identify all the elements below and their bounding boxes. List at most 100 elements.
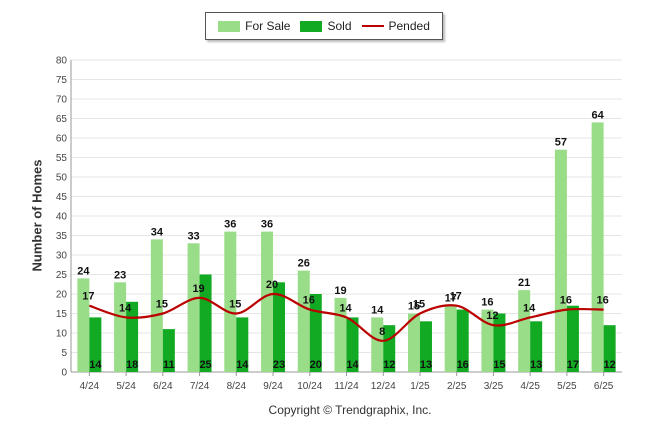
bar-for-sale bbox=[518, 290, 531, 372]
legend-label-for-sale: For Sale bbox=[245, 19, 291, 33]
data-label-sold: 14 bbox=[236, 359, 249, 371]
y-tick-label: 50 bbox=[56, 173, 68, 184]
x-tick-label: 1/25 bbox=[410, 381, 430, 392]
legend-item-sold[interactable]: Sold bbox=[300, 19, 352, 33]
x-tick-label: 5/25 bbox=[557, 381, 577, 392]
y-tick-label: 75 bbox=[56, 75, 68, 86]
data-label-pended: 15 bbox=[229, 299, 241, 311]
data-label-for-sale: 19 bbox=[334, 285, 346, 297]
data-label-pended: 14 bbox=[119, 302, 132, 314]
x-tick-label: 11/24 bbox=[334, 381, 359, 392]
bar-for-sale bbox=[187, 243, 200, 372]
data-label-sold: 14 bbox=[89, 359, 102, 371]
data-label-sold: 13 bbox=[420, 359, 432, 371]
legend-item-for-sale[interactable]: For Sale bbox=[218, 19, 290, 33]
y-tick-label: 55 bbox=[56, 153, 68, 164]
legend-swatch-pended bbox=[361, 25, 384, 27]
copyright-text: Copyright © Trendgraphix, Inc. bbox=[268, 403, 432, 417]
data-label-sold: 12 bbox=[383, 359, 395, 371]
x-tick-label: 3/25 bbox=[484, 381, 504, 392]
bar-sold bbox=[493, 313, 506, 372]
y-tick-label: 35 bbox=[56, 231, 68, 242]
bar-sold bbox=[273, 282, 286, 372]
data-label-for-sale: 64 bbox=[592, 109, 605, 121]
data-label-for-sale: 26 bbox=[298, 258, 310, 270]
y-tick-label: 65 bbox=[56, 114, 68, 125]
data-label-for-sale: 34 bbox=[151, 226, 164, 238]
x-tick-label: 4/25 bbox=[520, 381, 540, 392]
data-label-for-sale: 21 bbox=[518, 277, 530, 289]
data-label-pended: 16 bbox=[560, 295, 572, 307]
data-label-sold: 14 bbox=[346, 359, 359, 371]
legend-swatch-sold bbox=[300, 20, 323, 32]
data-label-for-sale: 17 bbox=[445, 293, 457, 305]
bar-for-sale bbox=[444, 305, 457, 372]
x-tick-label: 7/24 bbox=[190, 381, 210, 392]
x-tick-label: 12/24 bbox=[371, 381, 396, 392]
data-label-sold: 25 bbox=[199, 359, 211, 371]
bar-sold bbox=[309, 294, 322, 372]
bar-sold bbox=[89, 317, 102, 372]
data-label-pended: 16 bbox=[597, 295, 609, 307]
bar-sold bbox=[162, 329, 175, 372]
bar-for-sale bbox=[554, 149, 567, 372]
bar-for-sale bbox=[224, 231, 237, 372]
data-label-pended: 17 bbox=[82, 291, 94, 303]
bar-sold bbox=[236, 317, 249, 372]
y-tick-label: 20 bbox=[56, 290, 68, 301]
data-label-pended: 19 bbox=[192, 283, 204, 295]
data-label-pended: 15 bbox=[156, 299, 168, 311]
legend-item-pended[interactable]: Pended bbox=[361, 19, 430, 33]
data-label-pended: 14 bbox=[523, 302, 536, 314]
y-tick-label: 40 bbox=[56, 212, 68, 223]
bar-for-sale bbox=[407, 313, 420, 372]
data-label-pended: 8 bbox=[379, 326, 385, 338]
bar-for-sale bbox=[261, 231, 274, 372]
bar-sold bbox=[346, 317, 359, 372]
data-label-for-sale: 15 bbox=[408, 301, 420, 313]
y-tick-label: 60 bbox=[56, 134, 68, 145]
data-label-sold: 20 bbox=[310, 359, 322, 371]
data-label-pended: 17 bbox=[450, 291, 462, 303]
data-label-for-sale: 24 bbox=[77, 265, 90, 277]
data-label-sold: 15 bbox=[493, 359, 505, 371]
data-label-for-sale: 23 bbox=[114, 269, 126, 281]
bar-for-sale bbox=[77, 278, 90, 372]
data-label-sold: 17 bbox=[567, 359, 579, 371]
data-label-pended: 16 bbox=[303, 295, 315, 307]
y-tick-label: 10 bbox=[56, 329, 68, 340]
data-label-pended: 14 bbox=[339, 302, 352, 314]
data-label-for-sale: 36 bbox=[261, 219, 273, 231]
bar-for-sale bbox=[297, 270, 310, 372]
y-tick-label: 45 bbox=[56, 192, 68, 203]
data-label-pended: 20 bbox=[266, 279, 278, 291]
data-label-pended: 15 bbox=[413, 299, 425, 311]
bar-sold bbox=[456, 309, 469, 372]
data-label-sold: 18 bbox=[126, 359, 138, 371]
data-label-sold: 13 bbox=[530, 359, 542, 371]
data-label-sold: 12 bbox=[604, 359, 616, 371]
y-tick-label: 0 bbox=[61, 368, 67, 379]
data-label-sold: 11 bbox=[163, 359, 175, 371]
data-label-for-sale: 57 bbox=[555, 137, 567, 149]
x-tick-label: 6/24 bbox=[153, 381, 173, 392]
bar-for-sale bbox=[150, 239, 163, 372]
bar-for-sale bbox=[371, 317, 384, 372]
x-tick-label: 10/24 bbox=[297, 381, 322, 392]
x-tick-label: 5/24 bbox=[116, 381, 136, 392]
x-tick-label: 4/24 bbox=[80, 381, 100, 392]
legend-label-pended: Pended bbox=[388, 19, 430, 33]
bar-sold bbox=[530, 321, 543, 372]
x-tick-label: 9/24 bbox=[263, 381, 283, 392]
bar-for-sale bbox=[591, 122, 604, 373]
bar-sold bbox=[419, 321, 432, 372]
x-tick-label: 6/25 bbox=[594, 381, 614, 392]
x-tick-label: 2/25 bbox=[447, 381, 467, 392]
data-label-for-sale: 36 bbox=[224, 219, 236, 231]
data-label-for-sale: 16 bbox=[481, 297, 493, 309]
legend: For Sale Sold Pended bbox=[205, 12, 443, 40]
pended-line bbox=[89, 292, 604, 342]
bar-sold bbox=[126, 301, 139, 372]
y-tick-label: 25 bbox=[56, 270, 68, 281]
